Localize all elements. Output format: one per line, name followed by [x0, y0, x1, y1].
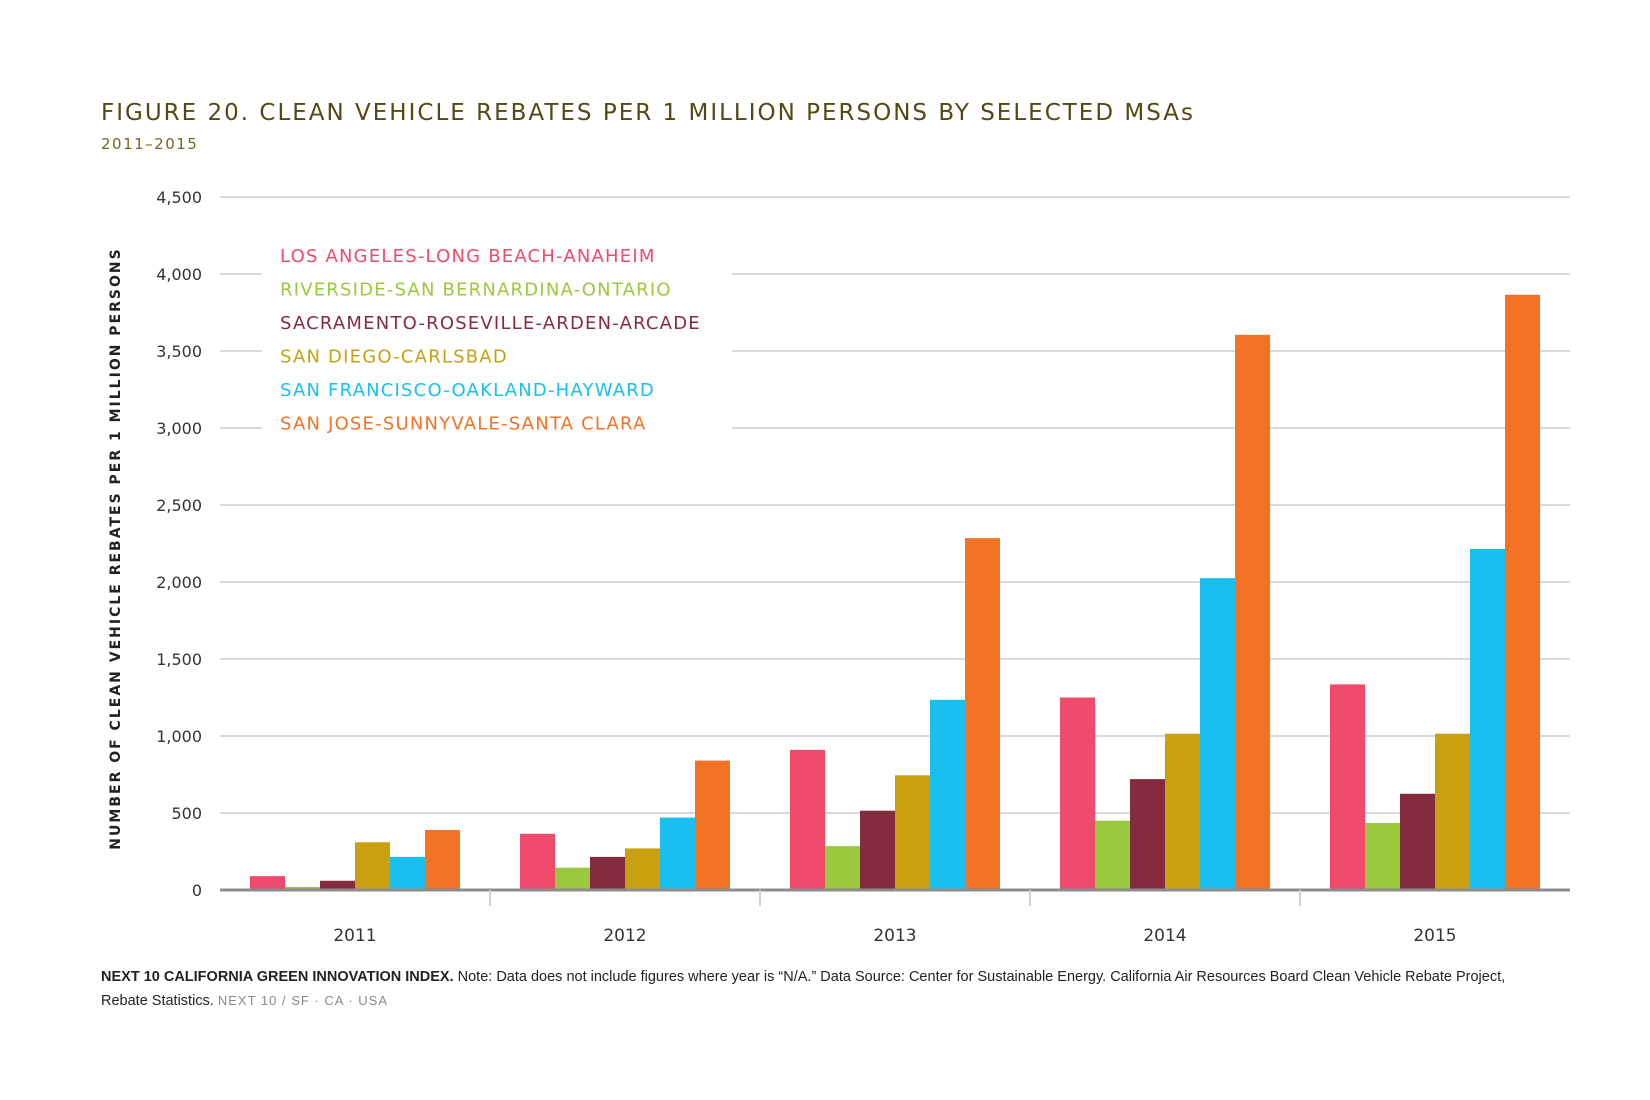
bar — [1095, 820, 1130, 890]
bar — [285, 886, 320, 890]
bar — [1330, 684, 1365, 890]
y-tick-label: 2,000 — [156, 573, 202, 592]
bar — [1400, 793, 1435, 890]
y-tick-label: 0 — [192, 881, 202, 900]
bar — [425, 829, 460, 890]
legend-entry: LOS ANGELES-LONG BEACH-ANAHEIM — [280, 246, 656, 267]
bar — [860, 810, 895, 890]
x-tick-label: 2011 — [333, 926, 376, 946]
legend-entry: SAN DIEGO-CARLSBAD — [280, 347, 508, 368]
bar — [250, 876, 285, 890]
bar-chart: 0 500 1,000 1,500 2,000 2,500 3,000 3,500 4,000 4… — [108, 188, 1570, 946]
bar — [1165, 733, 1200, 890]
bar — [1130, 779, 1165, 890]
bar — [790, 749, 825, 890]
legend: LOS ANGELES-LONG BEACH-ANAHEIM RIVERSIDE-… — [262, 236, 732, 449]
y-tick-label: 1,000 — [156, 727, 202, 746]
bar — [895, 775, 930, 890]
legend-background — [262, 236, 732, 449]
legend-entry: SAN JOSE-SUNNYVALE-SANTA CLARA — [280, 414, 647, 435]
legend-entry: SAN FRANCISCO-OAKLAND-HAYWARD — [280, 380, 655, 401]
bar — [660, 817, 695, 890]
note-source-name: NEXT 10 CALIFORNIA GREEN INNOVATION INDE… — [101, 969, 454, 985]
x-tick-label: 2012 — [603, 926, 646, 946]
y-axis-label: NUMBER OF CLEAN VEHICLE REBATES PER 1 MI… — [108, 247, 124, 849]
y-tick-label: 3,500 — [156, 342, 202, 361]
y-tick-label: 1,500 — [156, 650, 202, 669]
chart-title: FIGURE 20. CLEAN VEHICLE REBATES PER 1 M… — [101, 100, 1195, 126]
y-tick-labels: 0 500 1,000 1,500 2,000 2,500 3,000 3,500 4,000 4… — [156, 188, 202, 900]
bar — [390, 856, 425, 890]
bar — [320, 880, 355, 890]
x-axis: 2011 2012 2013 2014 2015 — [220, 888, 1570, 946]
bar — [1505, 294, 1540, 890]
bar — [930, 699, 965, 890]
bar — [520, 833, 555, 890]
x-tick-label: 2013 — [873, 926, 916, 946]
bar — [965, 538, 1000, 890]
legend-entry: SACRAMENTO-ROSEVILLE-ARDEN-ARCADE — [280, 313, 701, 334]
bar — [355, 842, 390, 890]
note-brand: NEXT 10 / SF · CA · USA — [217, 993, 388, 1008]
bar — [625, 848, 660, 890]
y-tick-label: 500 — [171, 804, 202, 823]
bar — [1470, 548, 1505, 890]
note-text: Note: Data does not include figures wher… — [101, 969, 1506, 1009]
bar — [555, 867, 590, 890]
legend-entry: RIVERSIDE-SAN BERNARDINA-ONTARIO — [280, 280, 672, 301]
y-tick-label: 2,500 — [156, 496, 202, 515]
source-note: NEXT 10 CALIFORNIA GREEN INNOVATION INDE… — [101, 966, 1521, 1013]
chart-subtitle: 2011–2015 — [101, 135, 199, 153]
y-tick-label: 4,500 — [156, 188, 202, 207]
bar — [1200, 578, 1235, 890]
bar — [1435, 733, 1470, 890]
bar — [1365, 823, 1400, 890]
y-tick-label: 3,000 — [156, 419, 202, 438]
bar — [825, 846, 860, 890]
bar — [590, 856, 625, 890]
bar — [1235, 334, 1270, 891]
x-tick-label: 2015 — [1413, 926, 1456, 946]
y-tick-label: 4,000 — [156, 265, 202, 284]
x-tick-label: 2014 — [1143, 926, 1186, 946]
bars — [250, 294, 1540, 891]
bar — [695, 760, 730, 890]
bar — [1060, 697, 1095, 890]
